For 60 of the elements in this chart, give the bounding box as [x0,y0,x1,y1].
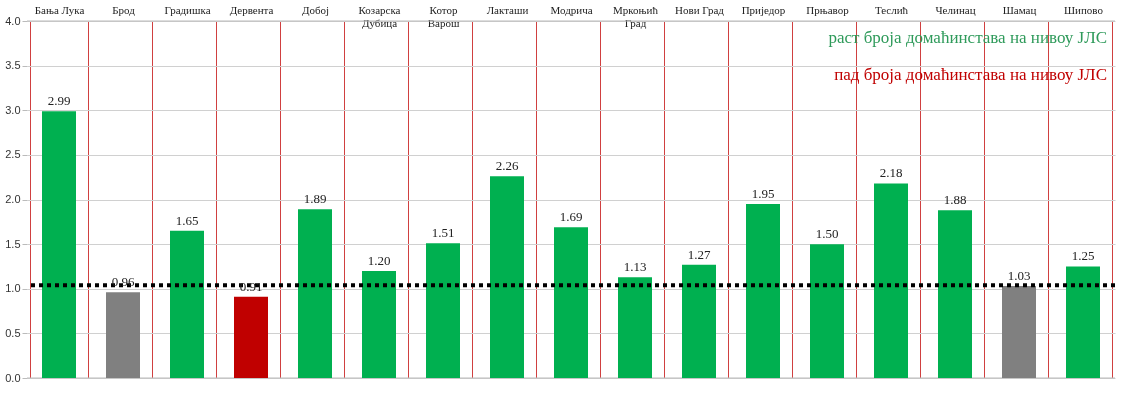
x-tick-label: Прњавор [806,3,850,16]
y-tick-label: 0.5 [5,326,21,339]
x-tick-label: Добој [301,3,330,16]
x-tick-label: Котор Варош [427,3,460,29]
x-tick-label: Челинац [935,3,976,16]
data-label: 1.88 [943,192,967,208]
data-label: 2.18 [879,165,903,181]
data-label: 1.50 [815,226,839,242]
data-label: 1.95 [751,185,775,201]
bar [490,176,524,378]
bar [298,209,332,378]
bar [682,264,716,378]
data-label: 0.96 [111,274,135,290]
x-tick-label: Приједор [741,3,786,16]
data-label: 2.99 [47,93,71,109]
bar [554,227,588,378]
bar [234,296,268,378]
data-label: 1.51 [431,225,455,241]
bar [618,277,652,378]
y-tick-label: 2.0 [5,193,21,205]
y-tick-label: 1.0 [5,282,21,295]
data-label: 1.27 [687,246,711,262]
bar [42,111,76,378]
x-tick-label: Градишка [164,3,211,16]
y-tick-label: 3.5 [5,59,21,72]
x-tick-label: Шипово [1064,3,1104,16]
bar [874,183,908,378]
x-tick-label: Нови Град [675,3,725,16]
data-label: 0.91 [239,278,263,294]
bar [1066,266,1100,378]
x-tick-label: Шамац [1002,3,1037,16]
x-tick-label: Бања Лука [34,3,85,16]
y-tick-label: 1.5 [5,237,21,250]
bar [106,292,140,378]
bar [810,244,844,378]
data-label: 1.03 [1007,268,1031,284]
x-tick-label: Брод [112,3,136,16]
data-label: 1.25 [1071,248,1095,264]
x-tick-label: Лакташи [486,3,529,16]
y-tick-label: 3.0 [5,103,21,116]
bar [170,230,204,378]
y-tick-label: 4.0 [5,14,21,27]
data-label: 1.89 [303,191,327,207]
bar [938,210,972,378]
data-label: 1.13 [623,259,647,275]
bar [746,203,780,378]
bar [362,270,396,378]
x-tick-label: Мркоњић Град [613,3,659,29]
x-tick-label: Козарска Дубица [358,3,401,29]
data-label: 2.26 [495,158,519,174]
x-tick-label: Теслић [874,3,909,16]
data-label: 1.69 [559,209,583,225]
y-tick-label: 0.0 [5,371,21,384]
y-tick-label: 2.5 [5,148,21,161]
x-tick-label: Дервента [229,3,274,16]
bar [426,243,460,378]
data-label: 1.65 [175,212,199,228]
bar [1002,286,1036,378]
x-tick-label: Модрича [550,3,593,16]
data-label: 1.20 [367,252,391,268]
